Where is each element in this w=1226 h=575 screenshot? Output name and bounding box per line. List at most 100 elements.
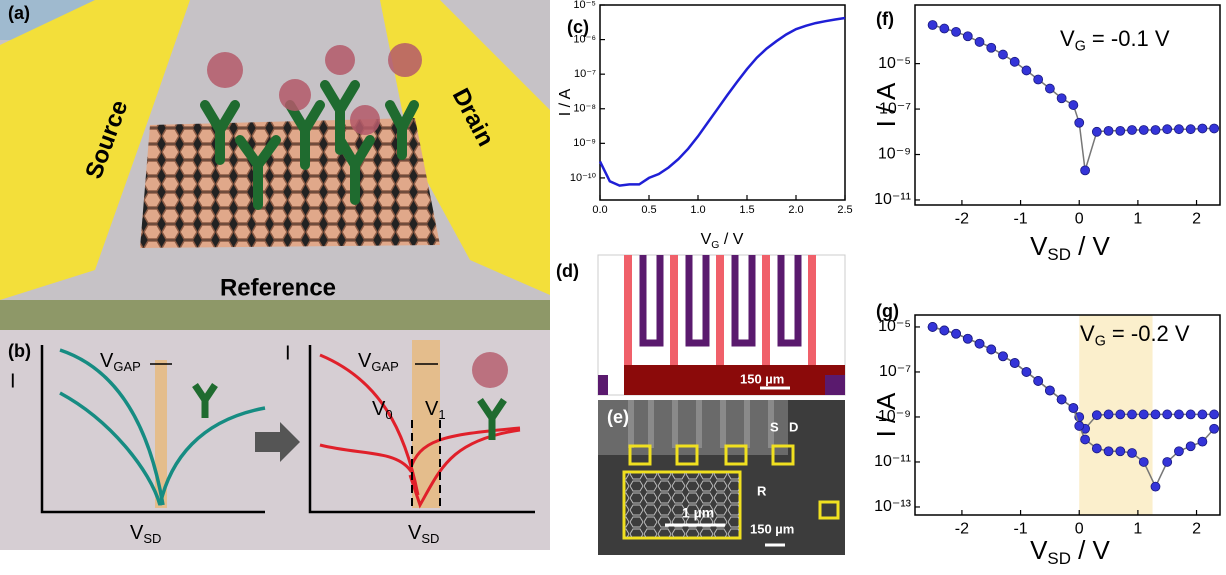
- x-tick-label: -1: [1013, 211, 1027, 228]
- text-part: / V: [1071, 535, 1111, 565]
- data-point: [1197, 436, 1208, 447]
- data-point: [1115, 446, 1126, 457]
- data-point: [1150, 409, 1161, 420]
- data-point: [1162, 457, 1173, 467]
- data-point: [986, 344, 997, 355]
- panel-label: (e): [607, 407, 629, 427]
- y-label: I: [10, 370, 16, 392]
- data-point: [1162, 409, 1173, 420]
- x-label: VSD: [408, 522, 439, 546]
- data-line: [598, 16, 846, 187]
- x-tick-label: 0: [1075, 521, 1084, 538]
- data-point: [998, 49, 1008, 60]
- data-point: [1080, 434, 1090, 445]
- data-point: [1021, 367, 1032, 377]
- data-point: [1080, 165, 1090, 176]
- y-tick-label: 10⁻⁶: [573, 33, 596, 45]
- x-tick-label: -1: [1013, 521, 1027, 538]
- plot-frame: [914, 314, 1221, 516]
- y-tick-label: 10⁻¹⁰: [570, 172, 597, 184]
- text-part: V: [408, 522, 422, 544]
- text-part: V: [1030, 231, 1048, 261]
- x-axis-label: VG / V: [701, 231, 744, 250]
- panel-label: (a): [8, 3, 30, 23]
- text-part: V: [372, 398, 386, 420]
- text-part: = -0.2 V: [1106, 321, 1190, 346]
- plot-frame: [599, 4, 846, 201]
- data-point: [951, 328, 961, 339]
- data-point: [1197, 409, 1208, 420]
- y-tick-label: 10⁻⁸: [573, 103, 596, 115]
- v0-label: V0: [372, 398, 393, 422]
- scale-label: 150 µm: [740, 371, 784, 386]
- data-point: [1138, 457, 1149, 467]
- subscript: SD: [1047, 549, 1070, 568]
- data-point: [1174, 446, 1184, 457]
- data-point: [962, 31, 973, 42]
- y-tick-label: 10⁻⁹: [573, 137, 596, 149]
- text-part: V: [100, 350, 114, 372]
- x-tick-label: 2: [1192, 211, 1201, 228]
- data-point: [1115, 409, 1126, 420]
- x-tick-label: 2.5: [837, 204, 852, 216]
- panel-label: (b): [8, 341, 31, 361]
- subscript: 1: [438, 407, 445, 422]
- data-point: [1127, 409, 1137, 420]
- data-point: [1074, 421, 1085, 431]
- subscript: 0: [385, 407, 392, 422]
- text-part: / V: [1071, 231, 1111, 261]
- plot-frame: [914, 4, 1221, 206]
- data-point: [1174, 409, 1184, 420]
- data-point: [1197, 123, 1208, 134]
- text-part: V: [1080, 321, 1095, 346]
- data-point: [1009, 56, 1020, 67]
- data-point: [1033, 74, 1044, 85]
- data-point: [1091, 443, 1102, 454]
- panel-label: (c): [567, 17, 589, 37]
- panel-label: (d): [556, 261, 579, 281]
- panel-label: (f): [876, 9, 894, 29]
- data-point: [998, 351, 1008, 362]
- data-point: [927, 20, 938, 30]
- y-tick-label: 10⁻⁷: [879, 363, 911, 380]
- data-point: [1185, 441, 1196, 452]
- scale-label: 150 µm: [750, 521, 794, 536]
- data-point: [1056, 394, 1067, 405]
- data-point: [927, 322, 938, 332]
- panel-d: (d) 150 µm: [556, 254, 846, 396]
- gap-label: VGAP: [358, 350, 399, 374]
- data-point: [962, 333, 973, 344]
- text-part: V: [1060, 26, 1075, 51]
- data-point: [1074, 117, 1085, 128]
- x-tick-label: 1: [1133, 521, 1142, 538]
- data-point: [939, 325, 950, 336]
- data-point: [1091, 126, 1102, 137]
- subscript: G: [1075, 38, 1086, 54]
- subscript: GAP: [371, 359, 398, 374]
- x-axis-label: VSD / V: [1030, 231, 1110, 264]
- panel-e: (e) S D R 1 µm 150 µm: [598, 400, 845, 555]
- x-tick-label: 0.5: [641, 204, 656, 216]
- data-point: [1138, 409, 1149, 420]
- data-point: [939, 23, 950, 34]
- subscript: SD: [421, 531, 439, 546]
- text-part: V: [1030, 535, 1048, 565]
- data-point: [1021, 65, 1032, 76]
- data-point: [1068, 403, 1079, 413]
- x-tick-label: 2.0: [788, 204, 803, 216]
- data-point: [974, 338, 985, 349]
- x-tick-label: 1: [1133, 211, 1142, 228]
- data-point: [1150, 481, 1161, 492]
- data-point: [1209, 123, 1220, 134]
- text-part: V: [358, 350, 372, 372]
- subscript: G: [711, 240, 719, 251]
- data-point: [1127, 125, 1137, 135]
- x-tick-label: -2: [955, 211, 969, 228]
- text-part: V: [130, 522, 144, 544]
- subscript: SD: [1047, 245, 1070, 264]
- x-axis-label: VSD / V: [1030, 535, 1110, 568]
- s-label: S: [770, 419, 779, 434]
- y-tick-label: 10⁻⁷: [574, 68, 596, 80]
- x-tick-label: 0: [1075, 211, 1084, 228]
